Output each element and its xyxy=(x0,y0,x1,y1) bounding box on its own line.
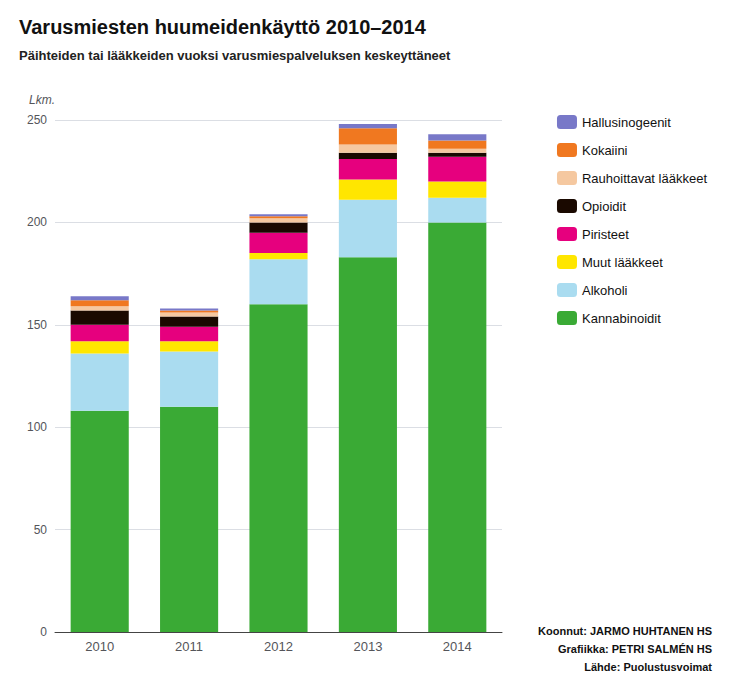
svg-text:2014: 2014 xyxy=(443,639,472,654)
svg-text:Opioidit: Opioidit xyxy=(582,199,626,214)
svg-text:2011: 2011 xyxy=(175,639,203,654)
svg-text:Muut lääkkeet: Muut lääkkeet xyxy=(582,255,663,270)
svg-text:Kokaiini: Kokaiini xyxy=(582,143,628,158)
svg-text:Päihteiden tai lääkkeiden vuok: Päihteiden tai lääkkeiden vuoksi varusmi… xyxy=(19,48,451,63)
svg-text:Grafiikka: PETRI SALMÉN HS: Grafiikka: PETRI SALMÉN HS xyxy=(558,643,712,655)
svg-text:2013: 2013 xyxy=(353,639,382,654)
svg-text:50: 50 xyxy=(34,523,48,537)
svg-text:Piristeet: Piristeet xyxy=(582,227,629,242)
svg-text:Rauhoittavat lääkkeet: Rauhoittavat lääkkeet xyxy=(582,171,707,186)
svg-text:150: 150 xyxy=(27,318,47,332)
svg-text:Lkm.: Lkm. xyxy=(29,93,55,107)
svg-text:0: 0 xyxy=(40,625,47,639)
svg-text:Lähde: Puolustusvoimat: Lähde: Puolustusvoimat xyxy=(584,661,712,673)
svg-text:Hallusinogeenit: Hallusinogeenit xyxy=(582,115,671,130)
svg-text:250: 250 xyxy=(27,113,47,127)
svg-text:200: 200 xyxy=(27,215,47,229)
svg-text:Alkoholi: Alkoholi xyxy=(582,283,628,298)
svg-text:100: 100 xyxy=(27,420,47,434)
svg-text:Varusmiesten huumeidenkäyttö 2: Varusmiesten huumeidenkäyttö 2010–2014 xyxy=(19,16,427,38)
svg-text:Kannabinoidit: Kannabinoidit xyxy=(582,311,661,326)
svg-text:2010: 2010 xyxy=(85,639,114,654)
svg-text:Koonnut: JARMO HUHTANEN HS: Koonnut: JARMO HUHTANEN HS xyxy=(538,625,712,637)
svg-text:2012: 2012 xyxy=(264,639,293,654)
